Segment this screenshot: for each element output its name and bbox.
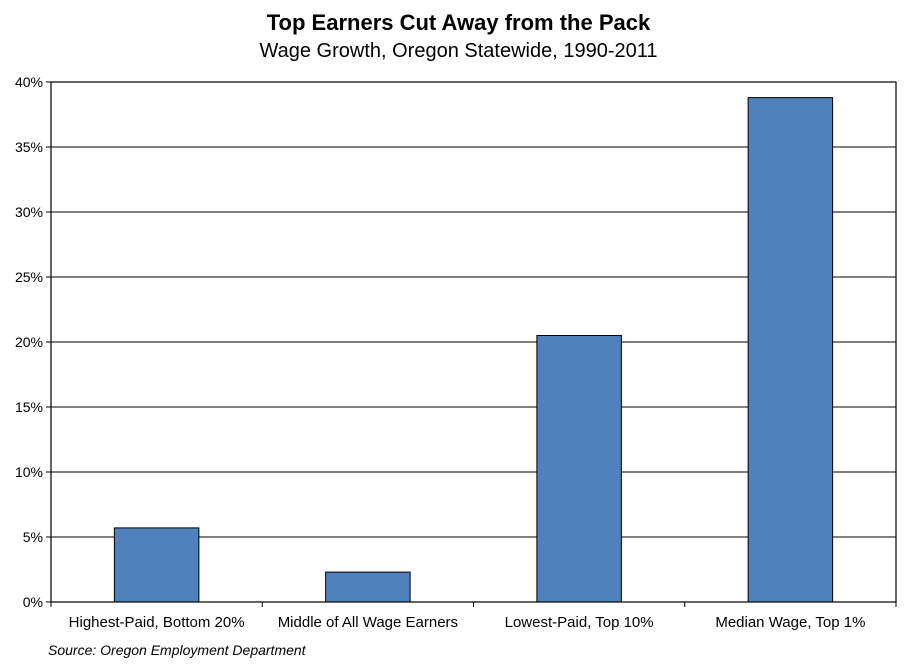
- y-tick-label: 15%: [15, 399, 43, 415]
- y-tick-label: 40%: [15, 74, 43, 90]
- chart-subtitle: Wage Growth, Oregon Statewide, 1990-2011: [259, 40, 658, 62]
- x-tick-label: Middle of All Wage Earners: [278, 614, 458, 631]
- bar: [325, 571, 411, 603]
- x-tick-label: Highest-Paid, Bottom 20%: [69, 614, 245, 631]
- y-tick-label: 10%: [15, 464, 43, 480]
- y-tick-label: 0%: [23, 594, 43, 610]
- bar: [747, 97, 834, 603]
- chart-title: Top Earners Cut Away from the Pack: [266, 10, 651, 35]
- y-tick-label: 30%: [15, 204, 43, 220]
- y-tick-label: 5%: [23, 529, 43, 545]
- bar: [536, 335, 622, 603]
- y-tick-label: 35%: [15, 139, 43, 155]
- source-note: Source: Oregon Employment Department: [48, 642, 306, 658]
- x-tick-label: Lowest-Paid, Top 10%: [505, 614, 654, 631]
- y-tick-label: 25%: [15, 269, 43, 285]
- bar: [113, 527, 200, 603]
- plot-area-border: [50, 81, 897, 603]
- x-tick-label: Median Wage, Top 1%: [715, 614, 865, 631]
- y-tick-label: 20%: [15, 334, 43, 350]
